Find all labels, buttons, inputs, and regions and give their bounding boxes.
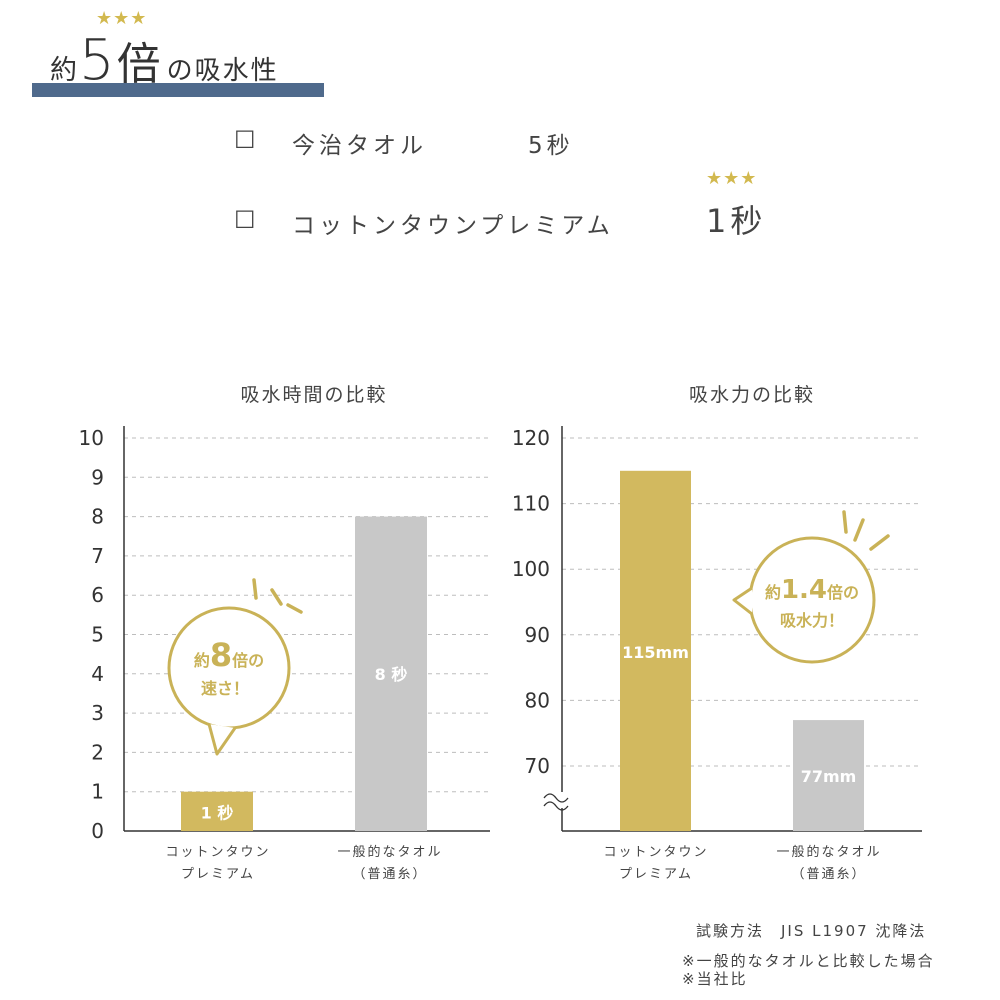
- footnote-company: ※当社比: [682, 970, 748, 988]
- callout-ray: [869, 534, 890, 551]
- header-stars: ★★★: [96, 8, 148, 29]
- category-label-time-premium: コットンタウン プレミアム: [165, 845, 271, 882]
- category-label-power-premium: コットンタウン プレミアム: [603, 845, 709, 882]
- y-tick-label: 4: [91, 662, 104, 686]
- y-tick-label: 100: [512, 557, 550, 581]
- y-tick-label: 120: [512, 426, 550, 450]
- y-tick-label: 80: [525, 688, 550, 712]
- y-tick-label: 110: [512, 492, 550, 516]
- y-tick-label: 70: [525, 754, 550, 778]
- bar-data-label: 115mm: [622, 643, 689, 662]
- bar-data-label: 1 秒: [201, 803, 234, 822]
- callout-text-line1: 約1.4倍の: [765, 575, 859, 605]
- y-tick-label: 1: [91, 780, 104, 804]
- y-tick-label: 10: [79, 426, 104, 450]
- callout-ray: [270, 588, 283, 606]
- value-premium: 1秒: [706, 202, 767, 240]
- y-tick-label: 6: [91, 583, 104, 607]
- bar: [181, 791, 253, 831]
- callout-ray: [252, 578, 258, 600]
- y-tick-label: 9: [91, 465, 104, 489]
- callout-tail: [207, 723, 237, 756]
- title-tail: の吸水性: [166, 56, 279, 86]
- callout-ray: [286, 603, 303, 614]
- bar-data-label: 77mm: [801, 767, 857, 786]
- label-premium: コットンタウンプレミアム: [292, 213, 614, 239]
- callout-text-line2: 吸水力！: [780, 611, 844, 630]
- test-method: 試験方法 JIS L1907 沈降法: [696, 922, 927, 940]
- y-tick-label: 90: [525, 623, 550, 647]
- value-imabari: 5秒: [528, 133, 574, 159]
- chart-title-power: 吸水力の比較: [688, 384, 815, 406]
- callout-ray: [842, 510, 848, 534]
- bar: [355, 516, 427, 831]
- title-suffix: 倍: [116, 39, 161, 90]
- callout-text-line2: 速さ！: [201, 679, 249, 698]
- premium-stars: ★★★: [706, 168, 758, 189]
- y-tick-label: 3: [91, 701, 104, 725]
- callout-text-line1: 約8倍の: [194, 636, 264, 674]
- bar-data-label: 8 秒: [375, 665, 408, 684]
- axis-break-mark: [543, 801, 569, 811]
- title-prefix: 約: [50, 55, 77, 86]
- y-tick-label: 2: [91, 740, 104, 764]
- bar: [793, 720, 864, 831]
- y-tick-label: 7: [91, 544, 104, 568]
- title-number: 5: [79, 28, 115, 93]
- callout-tail: [732, 586, 753, 616]
- y-tick-label: 0: [91, 819, 104, 843]
- header-band: [32, 83, 324, 97]
- footnote-comparison: ※一般的なタオルと比較した場合: [682, 952, 935, 970]
- checkbox-imabari: ☐: [234, 126, 256, 154]
- label-imabari: 今治タオル: [292, 133, 427, 159]
- y-tick-label: 5: [91, 623, 104, 647]
- y-tick-label: 8: [91, 505, 104, 529]
- chart-title-time: 吸水時間の比較: [240, 384, 388, 406]
- callout-ray: [853, 518, 865, 542]
- axis-break-mark: [543, 793, 569, 803]
- bar: [620, 470, 691, 831]
- checkbox-premium: ☐: [234, 206, 256, 234]
- page-title: 約 5 倍 の吸水性: [50, 28, 279, 93]
- category-label-power-regular: 一般的なタオル （普通糸）: [776, 845, 882, 882]
- category-label-time-regular: 一般的なタオル （普通糸）: [337, 845, 443, 882]
